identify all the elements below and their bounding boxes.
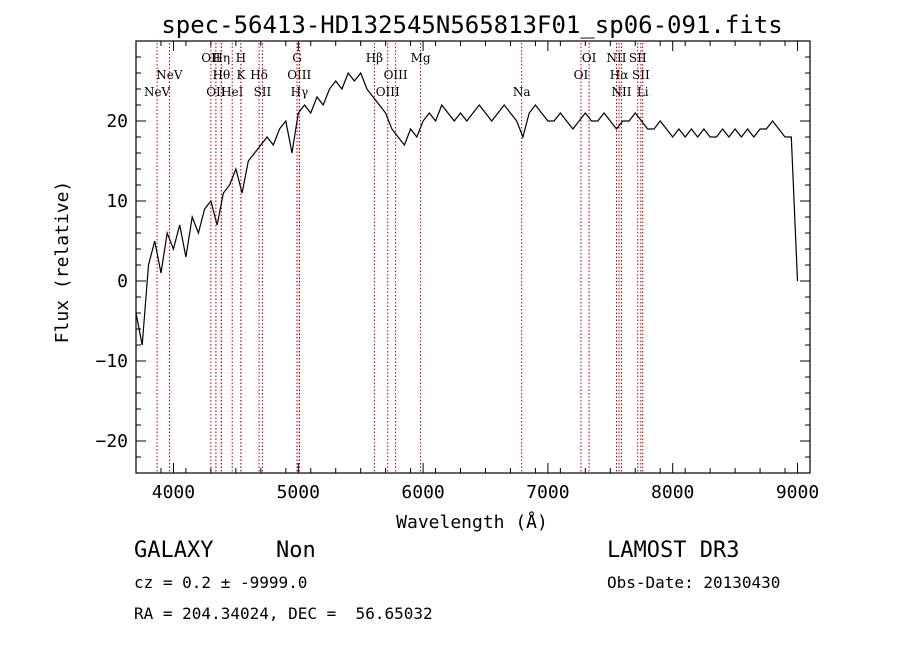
x-tick-label-3: 7000	[526, 482, 569, 503]
redshift-cz: cz = 0.2 ± -9999.0	[134, 573, 308, 592]
marker-label-23: NII	[612, 85, 632, 99]
marker-label-13: Hγ	[291, 85, 309, 99]
x-tick-label-5: 9000	[776, 482, 819, 503]
x-tick-label-2: 6000	[401, 482, 444, 503]
marker-label-11: G	[292, 51, 302, 65]
x-tick-label-1: 5000	[277, 482, 320, 503]
y-tick-label-1: −10	[95, 351, 128, 372]
marker-label-0: NeV	[144, 85, 171, 99]
axis-ticks: 4000 5000 6000 7000 8000 9000 −20 −10 0 10 20	[95, 41, 819, 503]
marker-label-16: OIII	[384, 68, 408, 82]
marker-label-5: Hθ	[213, 68, 231, 82]
marker-label-15: OIII	[376, 85, 400, 99]
marker-label-6: HeI	[221, 85, 244, 99]
object-subclass: Non	[276, 538, 316, 563]
marker-label-25: SII	[632, 68, 650, 82]
marker-label-22: Hα	[610, 68, 629, 82]
y-axis-label: Flux (relative)	[52, 181, 73, 344]
marker-label-19: OI	[574, 68, 589, 82]
chart-title: spec-56413-HD132545N565813F01_sp06-091.f…	[161, 11, 782, 39]
marker-label-21: NII	[607, 51, 627, 65]
marker-label-10: SII	[254, 85, 272, 99]
observation-date: Obs-Date: 20130430	[607, 573, 781, 592]
x-tick-label-4: 8000	[651, 482, 694, 503]
marker-label-18: Na	[513, 85, 531, 99]
y-tick-label-0: −20	[95, 431, 128, 452]
ra-dec-coordinates: RA = 204.34024, DEC = 56.65032	[134, 604, 433, 623]
x-axis-label: Wavelength (Å)	[396, 511, 548, 533]
marker-label-17: Mg	[411, 51, 431, 65]
y-tick-label-3: 10	[106, 191, 128, 212]
marker-label-20: OI	[582, 51, 597, 65]
object-class: GALAXY	[134, 538, 214, 563]
marker-label-14: Hβ	[366, 51, 383, 65]
marker-label-1: NeV	[156, 68, 183, 82]
y-tick-label-2: 0	[117, 271, 128, 292]
marker-label-9: Hδ	[250, 68, 268, 82]
spectrum-line	[135, 71, 799, 346]
x-tick-label-0: 4000	[152, 482, 195, 503]
marker-label-26: Li	[637, 85, 649, 99]
y-tick-label-4: 20	[106, 111, 128, 132]
plot-frame	[135, 40, 811, 474]
marker-label-24: SII	[629, 51, 647, 65]
survey-name: LAMOST DR3	[607, 538, 740, 563]
marker-label-8: K	[236, 68, 246, 82]
